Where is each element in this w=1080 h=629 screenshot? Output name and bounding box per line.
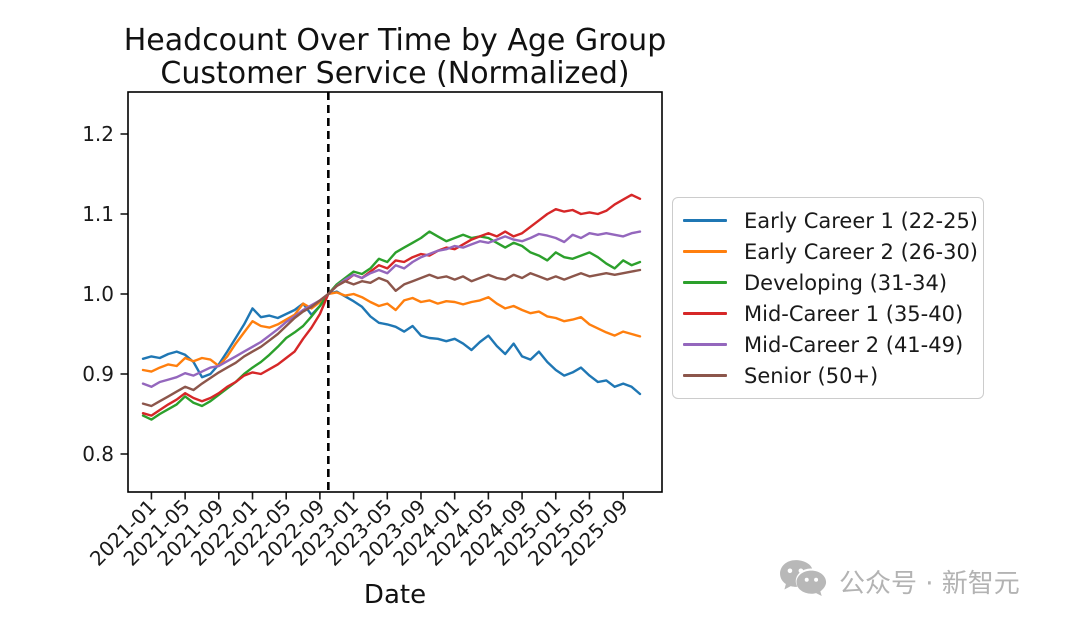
x-axis-label: Date — [363, 580, 427, 610]
legend-line-swatch — [683, 219, 727, 222]
legend-item: Mid-Career 2 (41-49) — [683, 329, 971, 360]
wechat-icon — [780, 560, 827, 596]
legend-item: Developing (31-34) — [683, 267, 971, 298]
legend-item: Early Career 1 (22-25) — [683, 205, 978, 236]
watermark: 公众号 · 新智元 — [779, 558, 1020, 604]
legend-item: Mid-Career 1 (35-40) — [683, 298, 971, 329]
legend-label: Mid-Career 2 (41-49) — [744, 332, 964, 357]
legend-label: Mid-Career 1 (35-40) — [744, 301, 964, 326]
y-tick-label: 1.0 — [82, 282, 114, 306]
legend-line-swatch — [683, 281, 727, 284]
series-line-mid-career-1-35-40 — [141, 193, 642, 417]
y-tick-label: 1.2 — [82, 122, 114, 146]
legend-label: Senior (50+) — [744, 363, 879, 388]
series-line-mid-career-2-41-49 — [141, 230, 642, 388]
legend-line-swatch — [683, 250, 727, 253]
chart-title: Headcount Over Time by Age Group Custome… — [115, 24, 675, 90]
legend-label: Early Career 2 (26-30) — [744, 239, 979, 264]
y-tick-label: 1.1 — [82, 202, 114, 226]
watermark-text: 公众号 · 新智元 — [839, 568, 1020, 599]
chart-title-line1: Headcount Over Time by Age Group — [123, 23, 667, 58]
legend-line-swatch — [683, 343, 727, 346]
legend-line-swatch — [683, 374, 727, 377]
series-line-senior-50 — [141, 268, 642, 408]
legend-line-swatch — [683, 312, 727, 315]
y-tick-label: 0.8 — [82, 442, 114, 466]
y-tick-label: 0.9 — [82, 362, 114, 386]
legend-item: Senior (50+) — [683, 360, 971, 391]
legend: Early Career 1 (22-25) Early Career 2 (26… — [672, 197, 984, 399]
series-line-early-career-2-26-30 — [141, 291, 642, 373]
series-line-developing-31-34 — [141, 230, 642, 421]
legend-item: Early Career 2 (26-30) — [683, 236, 978, 267]
axes-frame — [127, 91, 663, 493]
legend-label: Early Career 1 (22-25) — [744, 208, 979, 233]
series-line-early-career-1-22-25 — [141, 290, 642, 396]
chart-title-line2: Customer Service (Normalized) — [160, 56, 630, 91]
legend-label: Developing (31-34) — [744, 270, 948, 295]
